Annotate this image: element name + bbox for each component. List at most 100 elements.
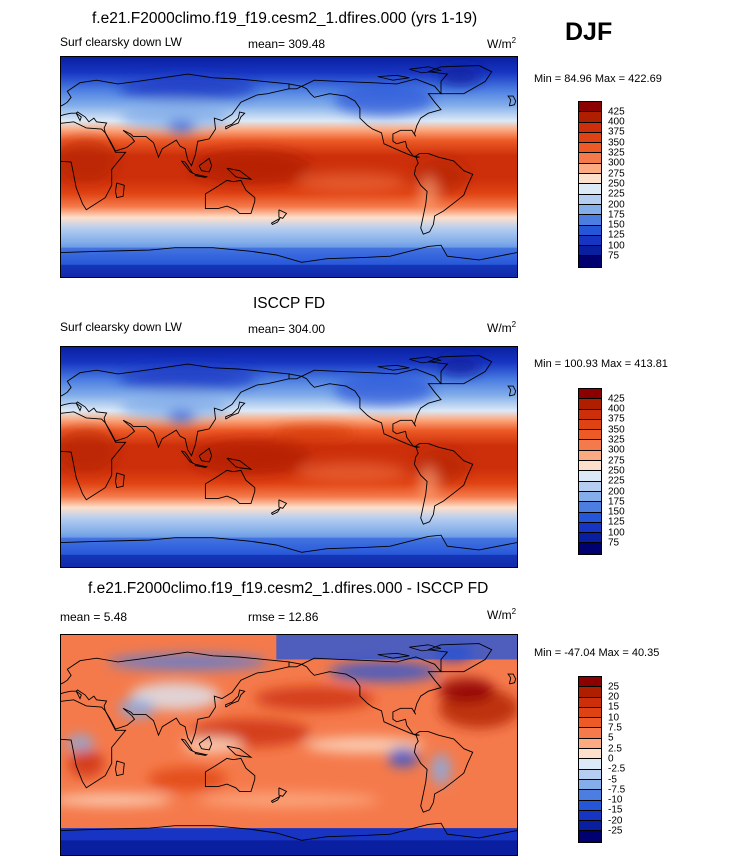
colorbar-swatch — [579, 246, 601, 257]
colorbar-tick-label: -10 — [608, 794, 623, 806]
colorbar-tick-label: 200 — [608, 199, 625, 210]
colorbar-swatch — [579, 491, 601, 503]
colorbar-swatch — [579, 419, 601, 431]
colorbar-tick-label: 275 — [608, 168, 625, 180]
colorbar-tick-label: 125 — [608, 516, 625, 528]
colorbar-swatch — [579, 215, 601, 226]
colorbar-swatch — [579, 204, 601, 216]
colorbar-tick-label: 5 — [608, 732, 614, 744]
colorbar-swatch — [579, 481, 601, 492]
panel3-minmax: Min = -47.04 Max = 40.35 — [534, 647, 660, 659]
colorbar-tick-label: 325 — [608, 434, 625, 446]
panel3-title: f.e21.F2000climo.f19_f19.cesm2_1.dfires.… — [88, 580, 489, 597]
colorbar-tick-label: 150 — [608, 219, 625, 231]
colorbar-swatch — [579, 512, 601, 523]
colorbar-tick-label: 400 — [608, 116, 625, 128]
colorbar-swatch — [579, 471, 601, 482]
colorbar-swatch — [579, 132, 601, 144]
panel3-mean: mean = 5.48 — [60, 610, 128, 624]
colorbar-tick-label: 200 — [608, 486, 625, 497]
colorbar-swatch — [579, 225, 601, 236]
colorbar-swatch — [579, 821, 601, 832]
panel2-mean: mean= 304.00 — [248, 322, 326, 336]
colorbar-tick-label: 425 — [608, 106, 625, 118]
colorbar-swatch — [579, 235, 601, 247]
colorbar-swatch — [579, 522, 601, 534]
colorbar-tick-label: -15 — [608, 804, 623, 816]
panel1-units: W/m2 — [487, 36, 517, 51]
panel3-units: W/m2 — [487, 607, 517, 622]
colorbar-swatch — [579, 163, 601, 175]
panel2-map — [60, 346, 518, 568]
colorbar-tick-label: 375 — [608, 126, 625, 138]
colorbar-tick-label: 250 — [608, 465, 625, 477]
panel1-map — [60, 56, 518, 278]
colorbar-tick-label: 175 — [608, 496, 625, 508]
colorbar-swatch — [579, 256, 601, 267]
colorbar-tick-label: -7.5 — [608, 784, 626, 796]
panel1-minmax: Min = 84.96 Max = 422.69 — [534, 73, 662, 85]
colorbar-tick-label: 425 — [608, 393, 625, 405]
panel1-mean: mean= 309.48 — [248, 37, 326, 51]
colorbar-swatch — [579, 810, 601, 822]
colorbar-tick-label: -5 — [608, 774, 617, 785]
colorbar-swatch — [579, 769, 601, 780]
colorbar-tick-label: 250 — [608, 178, 625, 190]
colorbar-swatch — [579, 677, 601, 688]
panel3-rmse: rmse = 12.86 — [248, 610, 319, 624]
colorbar-swatch — [579, 461, 601, 472]
colorbar-tick-label: 20 — [608, 691, 620, 703]
colorbar-swatch — [579, 687, 601, 698]
colorbar-swatch — [579, 194, 601, 205]
panel1-variable: Surf clearsky down LW — [60, 35, 182, 49]
colorbar-swatch — [579, 749, 601, 760]
colorbar-tick-label: 2.5 — [608, 743, 622, 755]
colorbar-tick-label: 300 — [608, 157, 625, 169]
colorbar-tick-label: -25 — [608, 825, 623, 837]
panel3-colorbar — [578, 676, 602, 843]
colorbar-swatch — [579, 450, 601, 462]
panel2-units: W/m2 — [487, 320, 517, 335]
colorbar-tick-label: 400 — [608, 403, 625, 415]
colorbar-swatch — [579, 790, 601, 801]
colorbar-tick-label: -20 — [608, 815, 623, 827]
colorbar-swatch — [579, 184, 601, 195]
colorbar-tick-label: 25 — [608, 681, 620, 693]
colorbar-swatch — [579, 440, 601, 451]
colorbar-tick-label: 350 — [608, 137, 625, 149]
panel2-title: ISCCP FD — [253, 295, 326, 312]
colorbar-swatch — [579, 779, 601, 791]
colorbar-swatch — [579, 430, 601, 441]
colorbar-tick-label: 325 — [608, 147, 625, 159]
colorbar-swatch — [579, 174, 601, 185]
colorbar-swatch — [579, 399, 601, 410]
colorbar-tick-label: 100 — [608, 240, 625, 252]
colorbar-swatch — [579, 718, 601, 729]
colorbar-tick-label: 75 — [608, 250, 620, 262]
colorbar-swatch — [579, 831, 601, 842]
colorbar-swatch — [579, 707, 601, 719]
colorbar-tick-label: 225 — [608, 188, 625, 200]
colorbar-tick-label: 350 — [608, 424, 625, 436]
colorbar-tick-label: 0 — [608, 753, 614, 765]
colorbar-swatch — [579, 697, 601, 708]
panel3-map — [60, 634, 518, 856]
colorbar-tick-label: 225 — [608, 475, 625, 487]
colorbar-tick-label: 175 — [608, 209, 625, 221]
colorbar-swatch — [579, 759, 601, 770]
colorbar-swatch — [579, 533, 601, 544]
season-label: DJF — [565, 18, 613, 46]
colorbar-swatch — [579, 800, 601, 811]
colorbar-tick-label: -2.5 — [608, 763, 626, 775]
panel1-colorbar — [578, 101, 602, 268]
colorbar-tick-label: 15 — [608, 701, 620, 713]
panel1-title: f.e21.F2000climo.f19_f19.cesm2_1.dfires.… — [92, 10, 478, 27]
colorbar-tick-label: 275 — [608, 455, 625, 467]
colorbar-swatch — [579, 112, 601, 123]
colorbar-swatch — [579, 102, 601, 113]
colorbar-swatch — [579, 728, 601, 739]
colorbar-swatch — [579, 122, 601, 133]
colorbar-tick-label: 100 — [608, 527, 625, 539]
colorbar-tick-label: 300 — [608, 444, 625, 456]
colorbar-swatch — [579, 389, 601, 400]
